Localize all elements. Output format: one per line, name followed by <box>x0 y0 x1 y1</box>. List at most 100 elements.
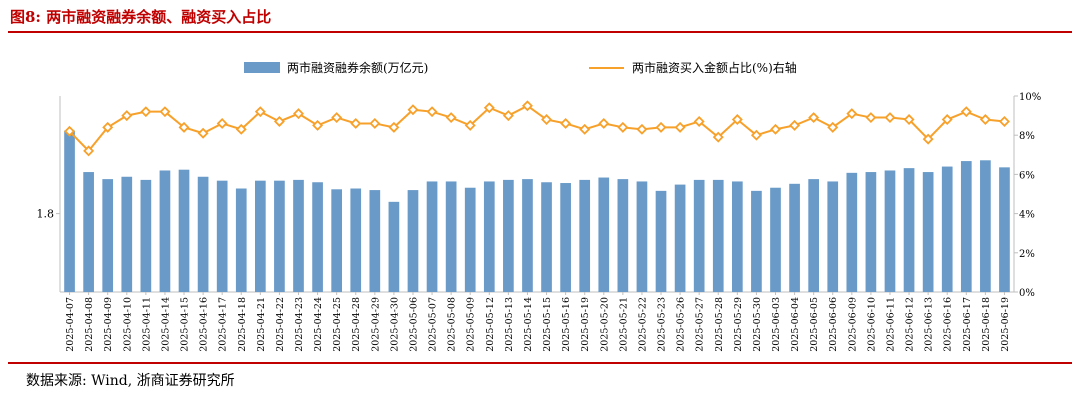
line-marker <box>808 112 820 124</box>
bar <box>655 190 667 292</box>
bar <box>331 189 343 292</box>
line-marker <box>541 114 553 125</box>
x-tick-label: 2025-04-08 <box>84 297 95 352</box>
bar <box>503 179 514 292</box>
line-marker <box>388 121 400 133</box>
bar <box>102 179 114 292</box>
bar <box>64 130 75 292</box>
line-marker <box>426 106 438 118</box>
line-marker <box>197 127 209 139</box>
line-marker <box>579 123 591 135</box>
bar <box>83 172 94 292</box>
bar <box>693 179 705 292</box>
x-tick-label: 2025-04-11 <box>141 297 152 352</box>
bar <box>999 167 1010 292</box>
x-tick-label: 2025-04-29 <box>370 297 381 352</box>
bar <box>922 172 934 292</box>
x-tick-label: 2025-04-23 <box>294 297 305 352</box>
bar <box>598 177 610 292</box>
legend-label-bar: 两市融资融券余额(万亿元) <box>287 60 428 75</box>
x-tick-label: 2025-04-30 <box>389 297 400 352</box>
x-tick-label: 2025-05-21 <box>618 297 629 352</box>
line-marker <box>407 104 419 116</box>
x-tick-label: 2025-04-15 <box>180 297 191 352</box>
x-tick-label: 2025-04-28 <box>351 297 362 352</box>
x-tick-label: 2025-06-17 <box>962 297 973 352</box>
bar-series <box>64 130 1010 292</box>
x-tick-label: 2025-05-12 <box>485 297 496 352</box>
legend: 两市融资融券余额(万亿元) 两市融资买入金额占比(%)右轴 <box>244 60 797 75</box>
x-tick-label: 2025-06-09 <box>847 297 858 352</box>
line-marker <box>273 116 285 127</box>
line-marker <box>83 145 95 157</box>
line-marker <box>731 114 743 125</box>
x-tick-label: 2025-05-13 <box>504 297 515 352</box>
bar <box>827 181 839 292</box>
line-marker <box>598 117 610 129</box>
line-marker <box>350 117 362 129</box>
line-marker <box>102 121 114 133</box>
bar <box>350 188 362 292</box>
bar <box>140 179 152 292</box>
x-tick-label: 2025-05-08 <box>447 297 458 352</box>
line-marker <box>903 114 915 125</box>
x-tick-label: 2025-05-16 <box>561 297 572 352</box>
line-marker <box>979 114 991 125</box>
x-tick-label: 2025-05-22 <box>637 297 648 352</box>
x-tick-label: 2025-04-09 <box>103 297 114 352</box>
x-tick-label: 2025-04-25 <box>332 297 343 352</box>
x-tick-label: 2025-05-09 <box>466 297 477 352</box>
line-marker <box>121 110 133 122</box>
bar <box>731 181 743 292</box>
line-marker <box>254 106 266 118</box>
line-marker <box>884 112 896 124</box>
bar <box>254 180 266 292</box>
line-marker <box>502 110 514 122</box>
bar <box>407 190 419 292</box>
line-marker <box>216 117 228 129</box>
legend-label-line: 两市融资买入金额占比(%)右轴 <box>632 60 797 75</box>
x-tick-label: 2025-04-22 <box>275 297 286 352</box>
bar <box>903 168 915 292</box>
line-marker <box>789 119 801 131</box>
bar <box>121 176 133 292</box>
source-note: 数据来源: Wind, 浙商证券研究所 <box>26 373 235 389</box>
bar <box>789 183 800 292</box>
x-tick-label: 2025-04-18 <box>237 297 248 352</box>
x-tick-label: 2025-06-10 <box>866 297 877 352</box>
line-marker <box>560 117 572 129</box>
line-marker <box>655 121 667 133</box>
title-rule <box>8 31 1072 33</box>
legend-swatch-bar <box>244 62 280 73</box>
line-marker <box>521 100 533 112</box>
line-marker <box>159 106 171 118</box>
bar <box>159 170 171 292</box>
bar <box>464 187 476 292</box>
x-axis-labels: 2025-04-07 2025-04-08 2025-04-09 2025-04-10… <box>65 292 1011 352</box>
bar <box>369 190 381 292</box>
line-marker <box>674 121 686 133</box>
x-tick-label: 2025-06-03 <box>771 297 782 352</box>
bar <box>235 188 247 292</box>
bar <box>483 181 495 292</box>
x-tick-label: 2025-04-07 <box>65 297 76 352</box>
bar <box>960 161 972 292</box>
x-tick-label: 2025-04-17 <box>218 297 229 352</box>
bar <box>522 179 533 292</box>
x-tick-label: 2025-05-15 <box>542 297 553 352</box>
bar <box>541 182 552 292</box>
bar <box>674 184 686 292</box>
bar <box>426 181 438 292</box>
bar <box>617 179 629 292</box>
bar <box>274 180 285 292</box>
x-tick-label: 2025-06-05 <box>809 297 820 352</box>
line-marker <box>941 114 953 125</box>
bar <box>560 183 571 292</box>
x-tick-label: 2025-06-11 <box>885 297 896 352</box>
line-marker <box>64 125 76 137</box>
line-series <box>64 100 1010 157</box>
line-marker <box>483 102 495 114</box>
right-tick-label: 10% <box>1019 92 1041 103</box>
x-tick-label: 2025-05-20 <box>599 297 610 352</box>
